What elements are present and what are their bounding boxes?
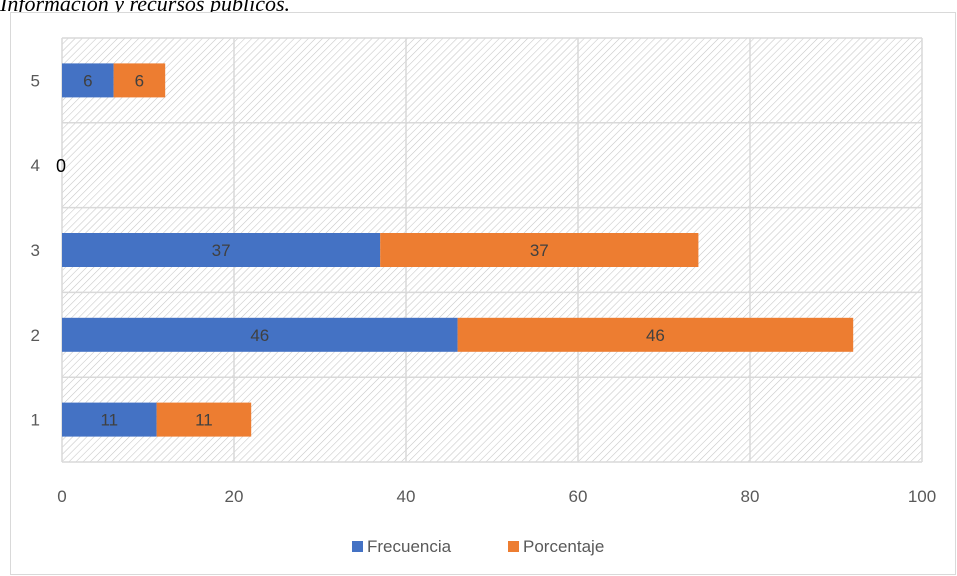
x-tick-label: 40	[397, 487, 416, 506]
legend-label: Frecuencia	[367, 537, 452, 556]
x-tick-label: 0	[57, 487, 66, 506]
bar-porcentaje	[380, 233, 699, 267]
data-label: 6	[135, 71, 144, 90]
data-label: 0	[56, 156, 66, 176]
bars	[62, 63, 854, 437]
x-tick-label: 100	[908, 487, 936, 506]
bar-porcentaje	[156, 402, 252, 437]
data-label: 37	[212, 241, 231, 260]
legend-swatch	[352, 541, 363, 552]
y-tick-label: 4	[31, 156, 40, 175]
legend-swatch	[508, 541, 519, 552]
bar-frecuencia	[62, 233, 381, 267]
y-axis-ticks: 1 2 3 4 5	[31, 71, 40, 429]
y-tick-label: 5	[31, 71, 40, 90]
data-label: 37	[530, 241, 549, 260]
data-label: 46	[250, 326, 269, 345]
data-labels: 11 11 46 46 37 37 0 6 6	[56, 71, 665, 429]
bar-frecuencia	[62, 63, 114, 98]
x-tick-label: 20	[225, 487, 244, 506]
x-tick-label: 80	[741, 487, 760, 506]
data-label: 11	[100, 411, 118, 430]
x-axis-ticks: 0 20 40 60 80 100	[57, 487, 936, 506]
data-label: 11	[195, 411, 213, 430]
y-tick-label: 1	[31, 411, 40, 430]
bar-porcentaje	[113, 63, 166, 98]
data-label: 46	[646, 326, 665, 345]
y-tick-label: 3	[31, 241, 40, 260]
data-label: 6	[83, 71, 92, 90]
bar-frecuencia	[62, 317, 458, 352]
bar-porcentaje	[457, 317, 854, 352]
legend-label: Porcentaje	[523, 537, 604, 556]
legend: Frecuencia Porcentaje	[352, 537, 604, 556]
x-tick-label: 60	[569, 487, 588, 506]
bar-frecuencia	[62, 402, 157, 437]
y-tick-label: 2	[31, 326, 40, 345]
